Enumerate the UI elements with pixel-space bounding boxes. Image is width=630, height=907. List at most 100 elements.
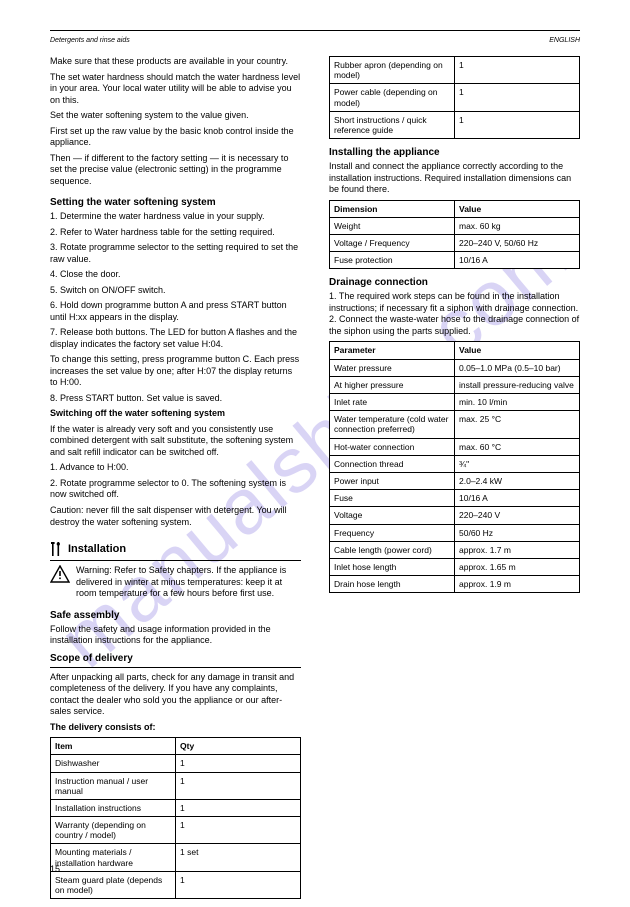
running-header: Detergents and rinse aids ENGLISH: [50, 37, 580, 44]
table-cell: 50/60 Hz: [455, 524, 580, 541]
table-cell: Power cable (depending on model): [330, 84, 455, 111]
table-cell: Steam guard plate (depends on model): [51, 871, 176, 898]
table-cell: 0.05–1.0 MPa (0.5–10 bar): [455, 359, 580, 376]
water-connection-table: Parameter Value Water pressure0.05–1.0 M…: [329, 341, 580, 593]
table-cell: approx. 1.7 m: [455, 541, 580, 558]
table-cell: Warranty (depending on country / model): [51, 817, 176, 844]
table-cell: Water pressure: [330, 359, 455, 376]
step: If the water is already very soft and yo…: [50, 424, 301, 459]
step: 8. Press START button. Set value is save…: [50, 393, 301, 405]
table-cell: Inlet rate: [330, 394, 455, 411]
table-cell: Fuse: [330, 490, 455, 507]
table-cell: Frequency: [330, 524, 455, 541]
table-cell: 1: [455, 84, 580, 111]
table-cell: Instruction manual / user manual: [51, 772, 176, 799]
table-cell: 1: [455, 57, 580, 84]
table-cell: 220–240 V: [455, 507, 580, 524]
table-cell: 2.0–2.4 kW: [455, 472, 580, 489]
table-cell: 1: [176, 817, 301, 844]
table-cell: max. 25 °C: [455, 411, 580, 438]
table-cell: Short instructions / quick reference gui…: [330, 111, 455, 138]
table-cell: 1: [176, 772, 301, 799]
warning-icon: [50, 565, 70, 583]
table-cell: Installation instructions: [51, 799, 176, 816]
table-cell: Voltage / Frequency: [330, 235, 455, 252]
table-cell: install pressure-reducing valve: [455, 376, 580, 393]
table-cell: Connection thread: [330, 455, 455, 472]
table-cell: Water temperature (cold water connection…: [330, 411, 455, 438]
installation-heading: Installation: [50, 542, 301, 556]
delivery-caption: The delivery consists of:: [50, 722, 301, 734]
install-appliance-heading: Installing the appliance: [329, 147, 580, 158]
intro-line: Set the water softening system to the va…: [50, 110, 301, 122]
intro-line: Make sure that these products are availa…: [50, 56, 301, 68]
table-cell: 1 set: [176, 844, 301, 871]
step: 3. Rotate programme selector to the sett…: [50, 242, 301, 265]
warning-text: Warning: Refer to Safety chapters. If th…: [76, 565, 301, 600]
header-left: Detergents and rinse aids: [50, 37, 130, 44]
left-column: Make sure that these products are availa…: [50, 56, 301, 907]
warning-block: Warning: Refer to Safety chapters. If th…: [50, 565, 301, 604]
table-cell: approx. 1.9 m: [455, 576, 580, 593]
step: 1. Determine the water hardness value in…: [50, 211, 301, 223]
softening-subheading: Setting the water softening system: [50, 197, 301, 208]
table-cell: 1: [176, 755, 301, 772]
top-rule: [50, 30, 580, 31]
intro-line: The set water hardness should match the …: [50, 72, 301, 107]
step: 6. Hold down programme button A and pres…: [50, 300, 301, 323]
water-th: Parameter: [330, 342, 455, 359]
table-cell: max. 60 °C: [455, 438, 580, 455]
step: 7. Release both buttons. The LED for but…: [50, 327, 301, 350]
table-cell: approx. 1.65 m: [455, 558, 580, 575]
step: Switching off the water softening system: [50, 408, 301, 420]
table-cell: At higher pressure: [330, 376, 455, 393]
install-appliance-body: Install and connect the appliance correc…: [329, 161, 580, 196]
table-cell: Power input: [330, 472, 455, 489]
delivery-th: Item: [51, 738, 176, 755]
softening-steps: 1. Determine the water hardness value in…: [50, 211, 301, 532]
header-right: ENGLISH: [549, 37, 580, 44]
scope-delivery-body: After unpacking all parts, check for any…: [50, 672, 301, 718]
installation-heading-text: Installation: [68, 543, 126, 555]
intro-line: First set up the raw value by the basic …: [50, 126, 301, 149]
dim-th: Value: [455, 200, 580, 217]
table-cell: ¾": [455, 455, 580, 472]
table-cell: Cable length (power cord): [330, 541, 455, 558]
safe-assembly-heading: Safe assembly: [50, 610, 301, 621]
table-cell: Inlet hose length: [330, 558, 455, 575]
table-cell: 1: [176, 799, 301, 816]
intro-line: Then — if different to the factory setti…: [50, 153, 301, 188]
step: 2. Rotate programme selector to 0. The s…: [50, 478, 301, 501]
drainage-body: 1. The required work steps can be found …: [329, 291, 580, 337]
table-cell: min. 10 l/min: [455, 394, 580, 411]
delivery-continuation-table: Rubber apron (depending on model)1 Power…: [329, 56, 580, 139]
water-th: Value: [455, 342, 580, 359]
table-cell: Weight: [330, 217, 455, 234]
table-cell: Drain hose length: [330, 576, 455, 593]
tools-icon: [50, 542, 62, 556]
install-dimensions-table: Dimension Value Weightmax. 60 kg Voltage…: [329, 200, 580, 270]
safe-assembly-body: Follow the safety and usage information …: [50, 624, 301, 647]
step: 1. Advance to H:00.: [50, 462, 301, 474]
step: Caution: never fill the salt dispenser w…: [50, 505, 301, 528]
table-cell: 220–240 V, 50/60 Hz: [455, 235, 580, 252]
step: To change this setting, press programme …: [50, 354, 301, 389]
delivery-th: Qty: [176, 738, 301, 755]
table-cell: Rubber apron (depending on model): [330, 57, 455, 84]
dim-th: Dimension: [330, 200, 455, 217]
table-cell: Mounting materials / installation hardwa…: [51, 844, 176, 871]
table-cell: Voltage: [330, 507, 455, 524]
table-cell: Fuse protection: [330, 252, 455, 269]
scope-delivery-heading: Scope of delivery: [50, 653, 301, 664]
heading-rule: [50, 560, 301, 561]
heading-rule: [50, 667, 301, 668]
table-cell: 10/16 A: [455, 252, 580, 269]
step: 5. Switch on ON/OFF switch.: [50, 285, 301, 297]
table-cell: Hot-water connection: [330, 438, 455, 455]
intro-paragraphs: Make sure that these products are availa…: [50, 56, 301, 191]
table-cell: 1: [176, 871, 301, 898]
table-cell: 1: [455, 111, 580, 138]
table-cell: max. 60 kg: [455, 217, 580, 234]
delivery-table: Item Qty Dishwasher1 Instruction manual …: [50, 737, 301, 899]
right-column: Rubber apron (depending on model)1 Power…: [329, 56, 580, 907]
